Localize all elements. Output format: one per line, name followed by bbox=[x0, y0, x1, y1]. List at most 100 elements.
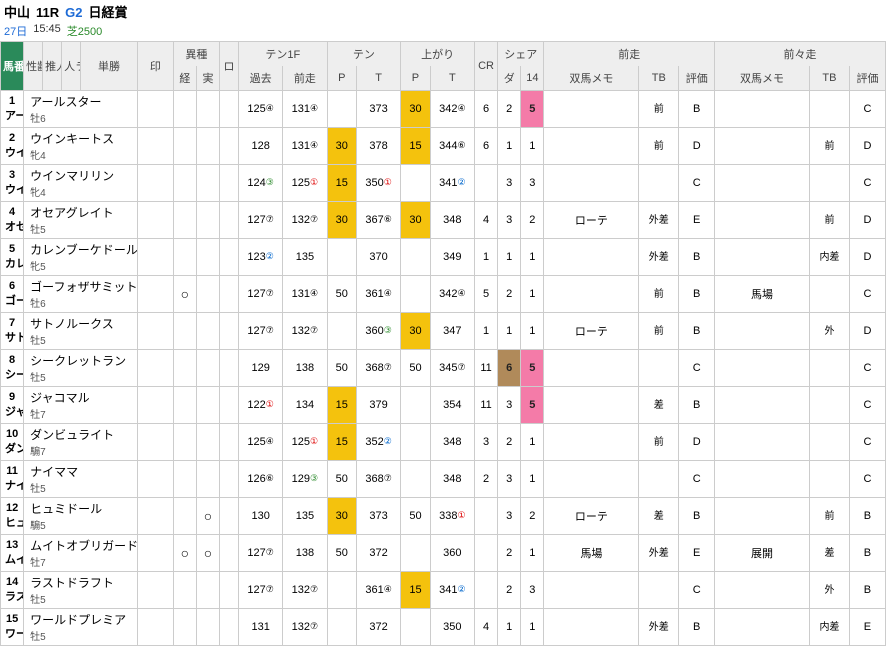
table-row[interactable]: 6ゴーフゴーフォザサミット牡6○127⑦131④50361④342④521前B馬… bbox=[1, 276, 886, 313]
rank-badge: ③ bbox=[266, 177, 274, 187]
col-suinin[interactable]: 推人 bbox=[43, 42, 62, 91]
col-share[interactable]: シェア bbox=[498, 42, 544, 67]
table-row[interactable]: 5カレンカレンブーケドール牝5123②135370349111外差B内差D bbox=[1, 239, 886, 276]
table-row[interactable]: 13ムイトムイトオブリガード牡7○○127⑦1385037236021馬場外差E… bbox=[1, 535, 886, 572]
rank-badge: ⑦ bbox=[457, 362, 465, 372]
col-mark[interactable]: 印 bbox=[137, 42, 173, 91]
col-z-eval[interactable]: 評価 bbox=[679, 66, 715, 91]
cell-mark[interactable] bbox=[137, 609, 173, 646]
col-share-14[interactable]: 14 bbox=[521, 66, 544, 91]
table-row[interactable]: 15ワールワールドプレミア牡5131132⑦372350411外差B内差E bbox=[1, 609, 886, 646]
col-agari-t[interactable]: T bbox=[430, 66, 474, 91]
cell-share-da: 3 bbox=[498, 461, 521, 498]
cell-mark[interactable] bbox=[137, 461, 173, 498]
col-ten[interactable]: テン bbox=[327, 42, 401, 67]
col-agari[interactable]: 上がり bbox=[401, 42, 475, 67]
col-z-memo[interactable]: 双馬メモ bbox=[544, 66, 639, 91]
col-ro[interactable]: ロ bbox=[220, 42, 239, 91]
cell-cr: 5 bbox=[474, 276, 497, 313]
cell-zz-memo bbox=[715, 572, 810, 609]
cell-ishu-jitsu bbox=[196, 276, 219, 313]
table-row[interactable]: 12ヒュミヒュミドール騸5○1301353037350338①32ローテ差B前B bbox=[1, 498, 886, 535]
rank-badge: ⑦ bbox=[310, 584, 318, 594]
cell-mark[interactable] bbox=[137, 387, 173, 424]
col-zensou[interactable]: 前走 bbox=[544, 42, 715, 67]
col-ten1f[interactable]: テン1F bbox=[239, 42, 327, 67]
cell-z-memo: ローテ bbox=[544, 498, 639, 535]
col-umaban[interactable]: 馬番 bbox=[1, 42, 24, 91]
cell-ten1f-past: 124③ bbox=[239, 165, 283, 202]
cell-mark[interactable] bbox=[137, 498, 173, 535]
col-agari-p[interactable]: P bbox=[401, 66, 430, 91]
cell-mark[interactable] bbox=[137, 202, 173, 239]
col-ten1f-prev[interactable]: 前走 bbox=[283, 66, 327, 91]
cell-mark[interactable] bbox=[137, 165, 173, 202]
cell-agari-p: 30 bbox=[401, 91, 430, 128]
col-ten1f-past[interactable]: 過去 bbox=[239, 66, 283, 91]
cell-share-da: 3 bbox=[498, 387, 521, 424]
cell-z-tb: 前 bbox=[639, 128, 679, 165]
cell-mark[interactable] bbox=[137, 535, 173, 572]
col-hitora[interactable]: 人ラ bbox=[62, 42, 81, 91]
cell-ten-p bbox=[327, 609, 356, 646]
race-time: 15:45 bbox=[33, 23, 61, 39]
table-row[interactable]: 4オセアオセアグレイト牡5127⑦132⑦30367⑥30348432ローテ外差… bbox=[1, 202, 886, 239]
cell-horse: シークレットラン牡5 bbox=[24, 350, 138, 387]
cell-ten-t: 368⑦ bbox=[356, 350, 400, 387]
cell-mark[interactable] bbox=[137, 91, 173, 128]
col-ishu[interactable]: 異種 bbox=[173, 42, 219, 67]
race-grade: G2 bbox=[65, 5, 82, 20]
col-ten-t[interactable]: T bbox=[356, 66, 400, 91]
horse-name: ナイママ bbox=[30, 463, 133, 480]
col-zenzensou[interactable]: 前々走 bbox=[715, 42, 886, 67]
cell-ishu-jitsu bbox=[196, 202, 219, 239]
cell-z-eval: D bbox=[679, 424, 715, 461]
cell-z-memo bbox=[544, 461, 639, 498]
table-row[interactable]: 7サトノサトノルークス牡5127⑦132⑦360③30347111ローテ前B外D bbox=[1, 313, 886, 350]
cell-z-eval: C bbox=[679, 165, 715, 202]
table-row[interactable]: 8シークシークレットラン牡512913850368⑦50345⑦1165CC bbox=[1, 350, 886, 387]
cell-cr: 4 bbox=[474, 202, 497, 239]
horse-number: 13 bbox=[5, 539, 19, 551]
table-row[interactable]: 14ラストラストドラフト牡5127⑦132⑦361④15341②23C外B bbox=[1, 572, 886, 609]
cell-ro bbox=[220, 239, 239, 276]
col-share-da[interactable]: ダ bbox=[498, 66, 521, 91]
cell-mark[interactable] bbox=[137, 239, 173, 276]
cell-umaban: 3ウイン bbox=[1, 165, 24, 202]
cell-mark[interactable] bbox=[137, 350, 173, 387]
horse-abbr: サトノ bbox=[5, 329, 19, 345]
col-tansho[interactable]: 単勝 bbox=[81, 42, 138, 91]
cell-zz-memo bbox=[715, 202, 810, 239]
cell-mark[interactable] bbox=[137, 424, 173, 461]
table-row[interactable]: 10ダンビダンビュライト騸7125④125①15352②348321前DC bbox=[1, 424, 886, 461]
cell-mark[interactable] bbox=[137, 128, 173, 165]
table-row[interactable]: 1アールアールスター牡6125④131④37330342④625前BC bbox=[1, 91, 886, 128]
table-row[interactable]: 3ウインウインマリリン牝4124③125①15350①341②33CC bbox=[1, 165, 886, 202]
col-zz-tb[interactable]: TB bbox=[809, 66, 849, 91]
cell-cr bbox=[474, 535, 497, 572]
cell-mark[interactable] bbox=[137, 313, 173, 350]
col-ishu-kei[interactable]: 経 bbox=[173, 66, 196, 91]
cell-mark[interactable] bbox=[137, 276, 173, 313]
cell-mark[interactable] bbox=[137, 572, 173, 609]
col-seirei[interactable]: 性齢 bbox=[24, 42, 43, 91]
cell-zz-tb: 前 bbox=[809, 128, 849, 165]
table-row[interactable]: 2ウインウインキートス牝4128131④3037815344⑥611前D前D bbox=[1, 128, 886, 165]
col-ten-p[interactable]: P bbox=[327, 66, 356, 91]
col-cr[interactable]: CR bbox=[474, 42, 497, 91]
rank-badge: ⑦ bbox=[266, 584, 274, 594]
cell-z-memo: ローテ bbox=[544, 202, 639, 239]
col-zz-memo[interactable]: 双馬メモ bbox=[715, 66, 810, 91]
table-row[interactable]: 9ジャコジャコマル牡7122①134153793541135差BC bbox=[1, 387, 886, 424]
col-zz-eval[interactable]: 評価 bbox=[849, 66, 885, 91]
cell-share-da: 1 bbox=[498, 128, 521, 165]
race-date: 27日 bbox=[4, 23, 27, 39]
col-ishu-jitsu[interactable]: 実 bbox=[196, 66, 219, 91]
col-z-tb[interactable]: TB bbox=[639, 66, 679, 91]
cell-ten-p: 50 bbox=[327, 461, 356, 498]
cell-agari-t: 348 bbox=[430, 202, 474, 239]
cell-umaban: 4オセア bbox=[1, 202, 24, 239]
cell-share-da: 1 bbox=[498, 609, 521, 646]
rank-badge: ④ bbox=[310, 140, 318, 150]
table-row[interactable]: 11ナイマナイママ牡5126⑥129③50368⑦348231CC bbox=[1, 461, 886, 498]
